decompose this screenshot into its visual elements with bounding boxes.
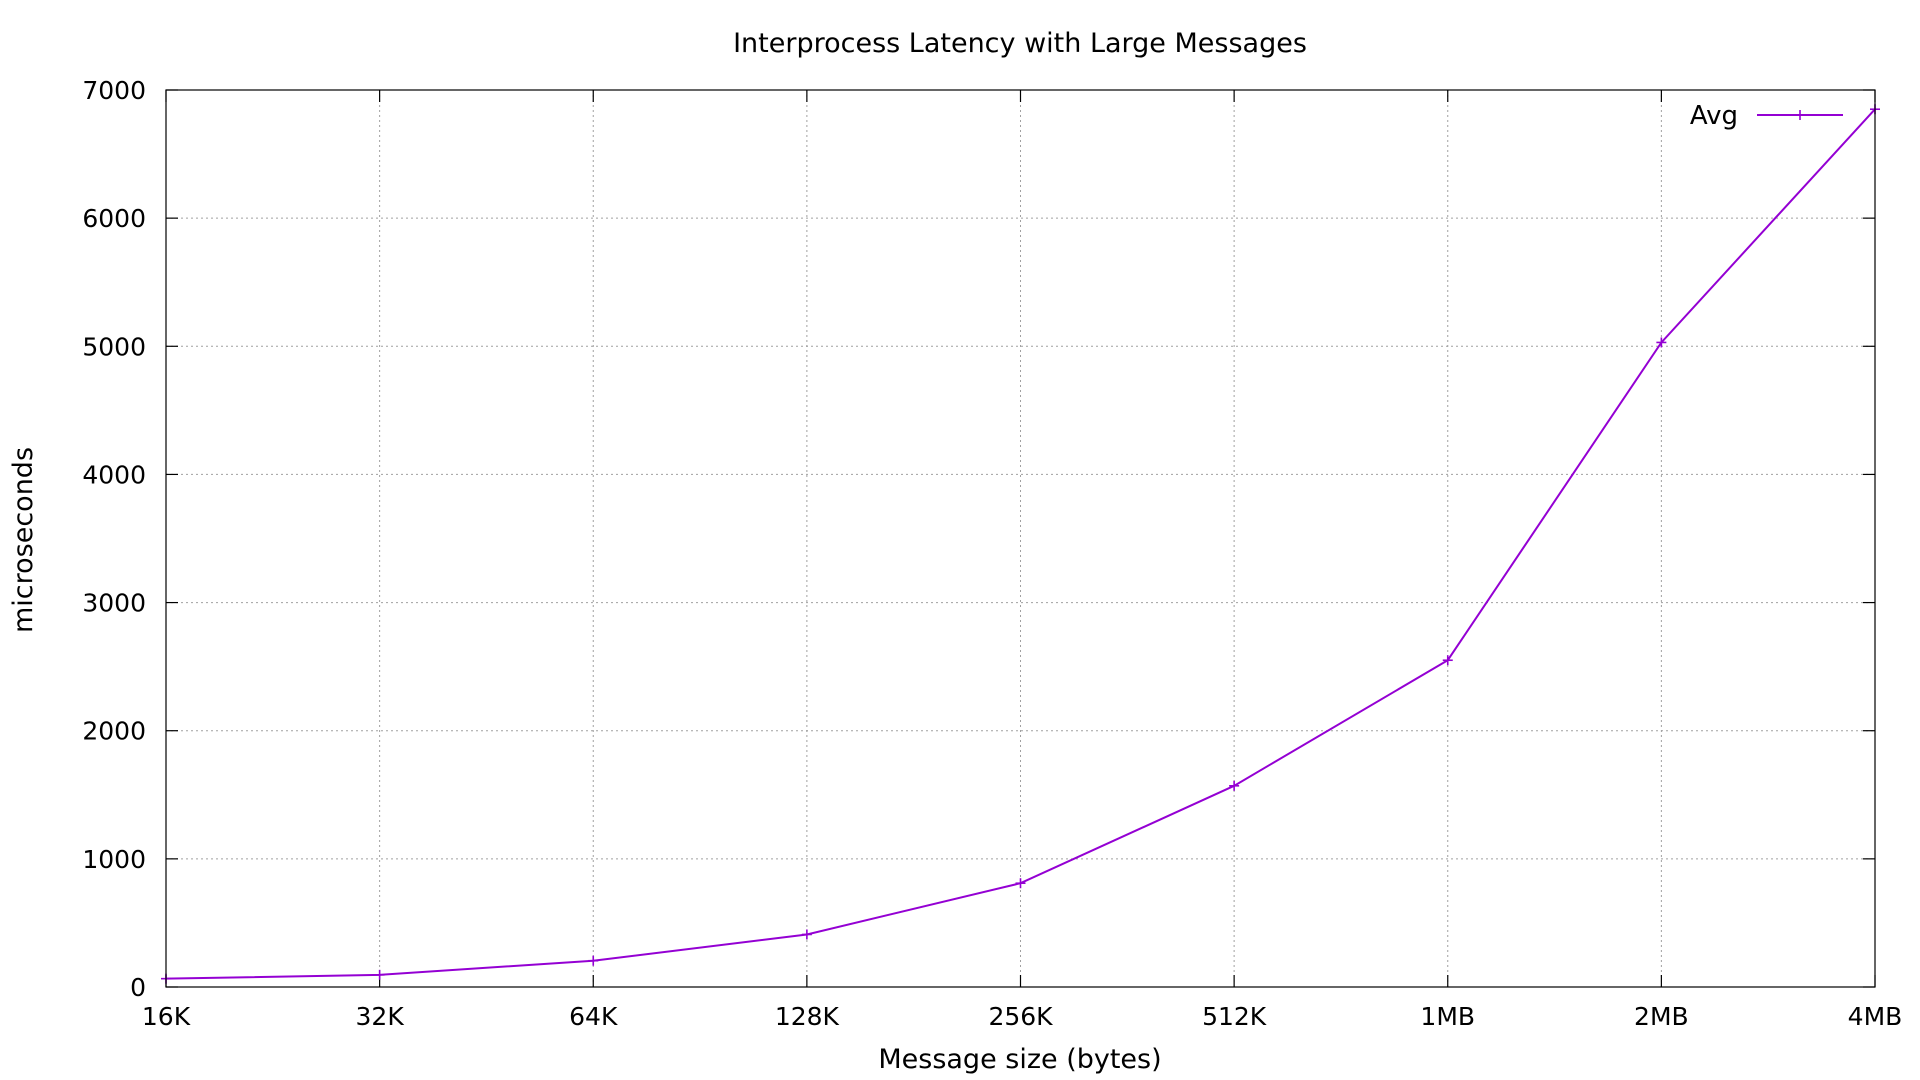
legend-marker-avg: [1795, 110, 1805, 120]
y-tick-label: 1000: [82, 845, 146, 874]
y-tick-label: 4000: [82, 460, 146, 489]
x-tick-label: 128K: [775, 1002, 840, 1031]
y-tick-label: 7000: [82, 76, 146, 105]
x-tick-label: 1MB: [1420, 1002, 1475, 1031]
x-tick-label: 2MB: [1634, 1002, 1689, 1031]
legend: Avg: [1690, 101, 1843, 131]
x-tick-label: 64K: [569, 1002, 618, 1031]
data-point: [1656, 337, 1667, 348]
series-line-avg: [165, 108, 1876, 980]
data-point: [801, 929, 812, 940]
y-tick-label: 0: [130, 973, 146, 1002]
x-tick-label: 256K: [988, 1002, 1053, 1031]
x-tick-label: 4MB: [1848, 1002, 1903, 1031]
chart-title: Interprocess Latency with Large Messages: [733, 28, 1307, 59]
axis-ticks: 0 1000 2000 3000 4000 5000 6000 7000 16K 32K 64K 12…: [82, 76, 1902, 1031]
x-tick-label: 32K: [356, 1002, 405, 1031]
data-point: [1229, 780, 1240, 791]
y-axis-label: microseconds: [8, 447, 39, 633]
legend-label-avg: Avg: [1690, 101, 1738, 131]
y-tick-label: 2000: [82, 717, 146, 746]
x-axis-label: Message size (bytes): [878, 1044, 1161, 1075]
series-lines: [165, 108, 1876, 980]
plot-frame: [165, 89, 1876, 988]
y-tick-label: 6000: [82, 204, 146, 233]
x-tick-label: 16K: [142, 1002, 191, 1031]
data-point: [1442, 655, 1453, 666]
data-point: [374, 969, 385, 980]
data-point: [588, 955, 599, 966]
data-point: [1015, 878, 1026, 889]
y-tick-label: 5000: [82, 332, 146, 361]
grid-lines: [166, 90, 1875, 987]
x-tick-label: 512K: [1202, 1002, 1267, 1031]
y-tick-label: 3000: [82, 589, 146, 618]
